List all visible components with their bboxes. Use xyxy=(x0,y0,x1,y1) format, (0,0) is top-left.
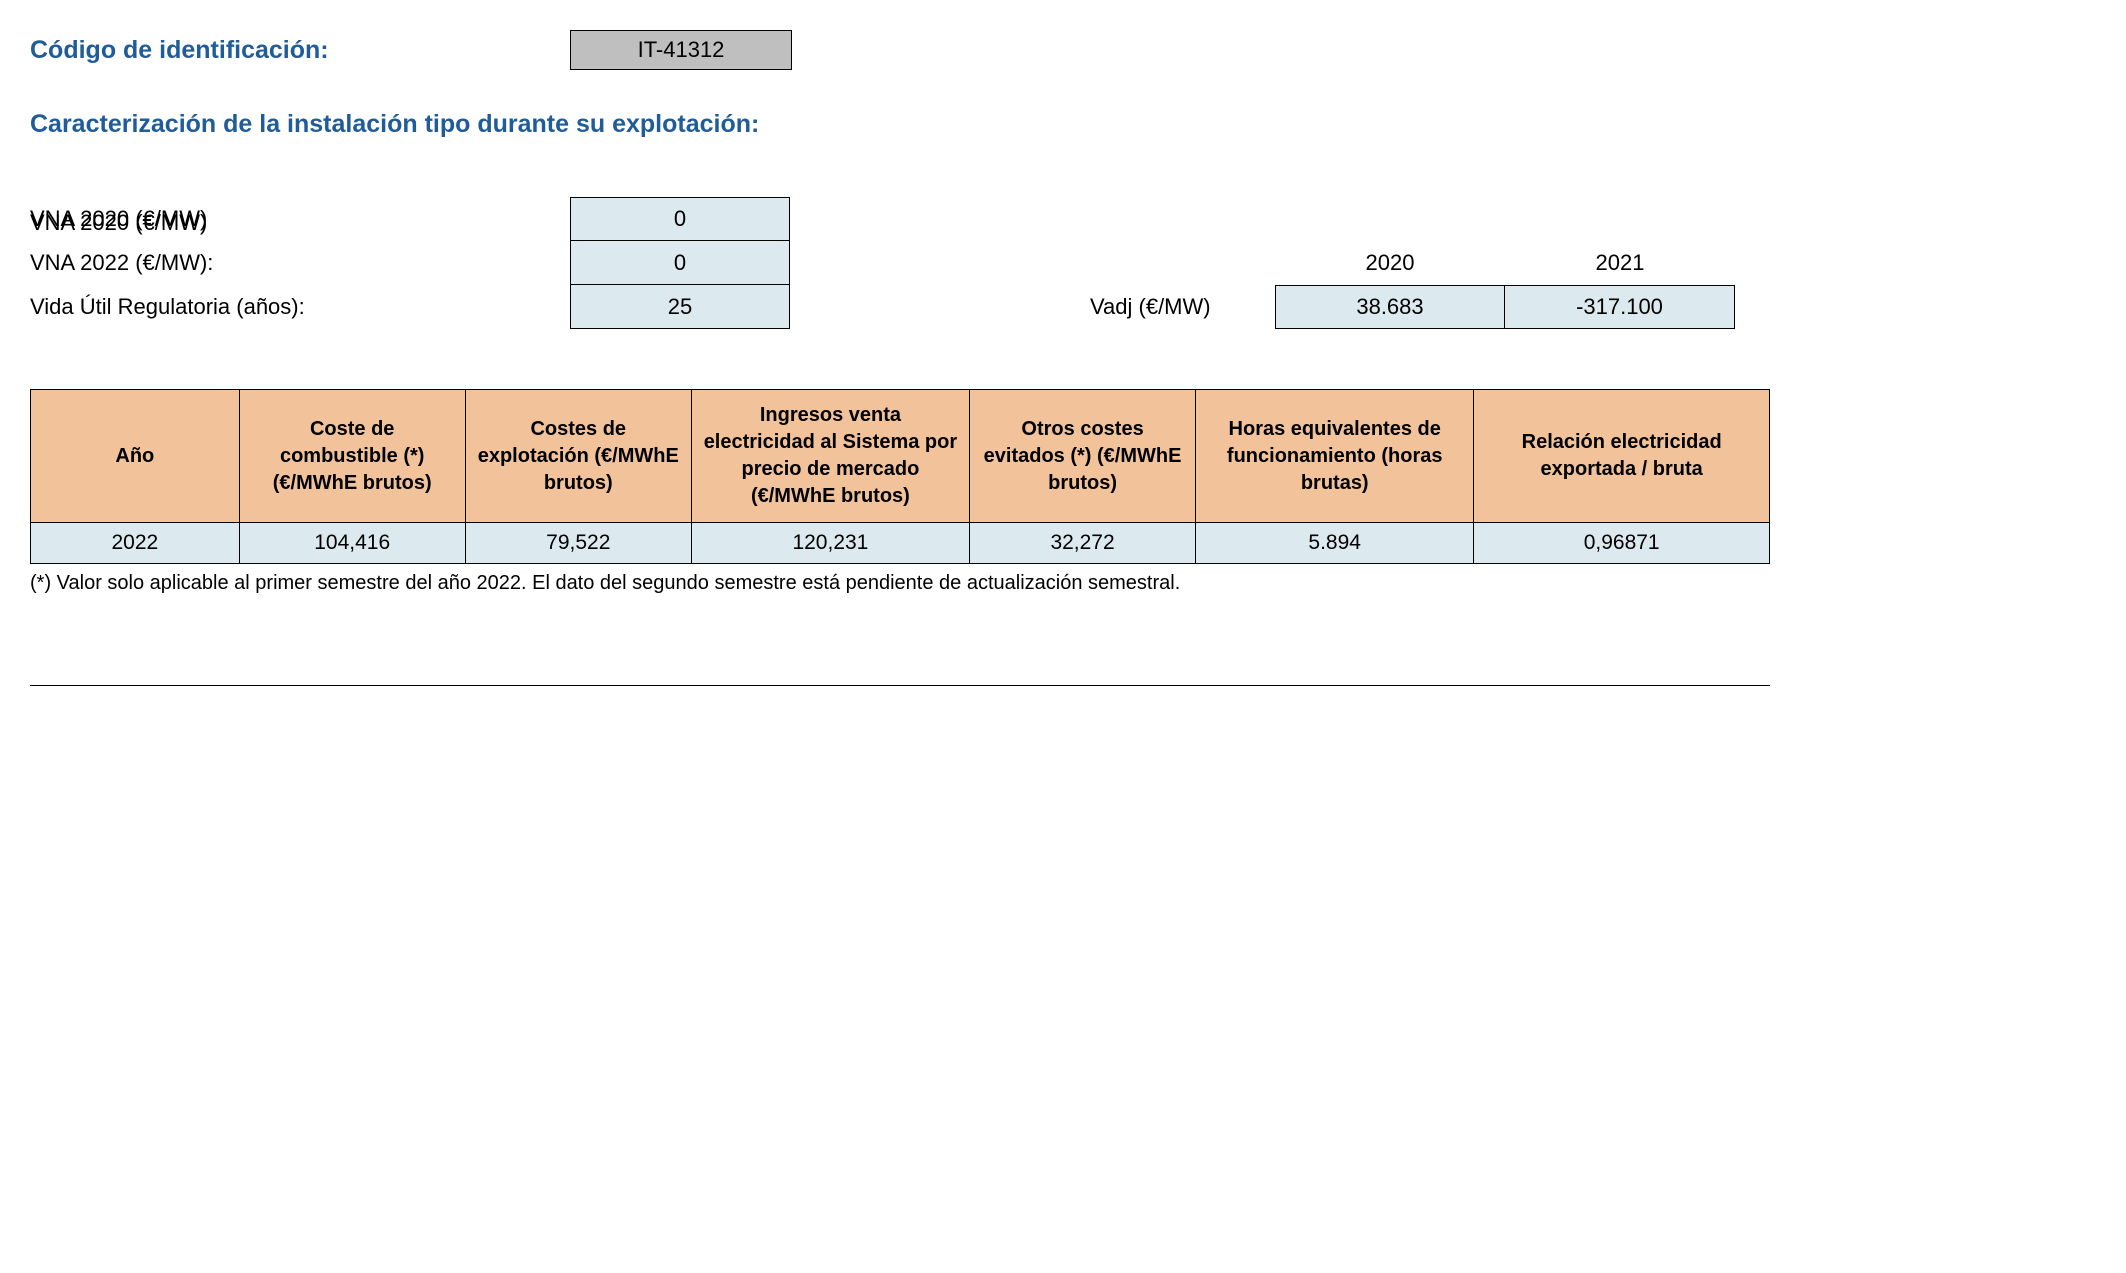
table-body: 2022 104,416 79,522 120,231 32,272 5.894… xyxy=(31,523,1770,564)
cell-costes-explotacion: 79,522 xyxy=(465,523,691,564)
vadj-label: Vadj (€/MW) xyxy=(1090,294,1275,320)
row-vida-util: Vida Útil Regulatoria (años): 25 xyxy=(30,285,790,329)
vida-util-label: Vida Útil Regulatoria (años): xyxy=(30,294,570,320)
id-label: Código de identificación: xyxy=(30,36,570,65)
th-ingresos-venta: Ingresos venta electricidad al Sistema p… xyxy=(691,390,969,523)
th-relacion: Relación electricidad exportada / bruta xyxy=(1474,390,1770,523)
vna2022-value: 0 xyxy=(570,241,790,285)
cell-coste-combustible: 104,416 xyxy=(239,523,465,564)
vna2020-label: VNA 2020 (€/MW) xyxy=(30,206,570,232)
th-horas-equiv: Horas equivalentes de funcionamiento (ho… xyxy=(1196,390,1474,523)
vadj-years-row: 2020 2021 xyxy=(1090,241,1735,285)
vadj-block: 2020 2021 Vadj (€/MW) 38.683 -317.100 xyxy=(1090,197,1735,329)
id-row: Código de identificación: IT-41312 xyxy=(30,30,2096,70)
cell-otros-costes: 32,272 xyxy=(970,523,1196,564)
cell-horas-equiv: 5.894 xyxy=(1196,523,1474,564)
vadj-values-row: Vadj (€/MW) 38.683 -317.100 xyxy=(1090,285,1735,329)
vna2022-label: VNA 2022 (€/MW): xyxy=(30,250,570,276)
id-value-box: IT-41312 xyxy=(570,30,792,70)
th-coste-combustible: Coste de combustible (*) (€/MWhE brutos) xyxy=(239,390,465,523)
main-table: Año Coste de combustible (*) (€/MWhE bru… xyxy=(30,389,1770,564)
vadj-val-2020: 38.683 xyxy=(1275,285,1505,329)
vadj-year-2021: 2021 xyxy=(1505,250,1735,276)
table-row: 2022 104,416 79,522 120,231 32,272 5.894… xyxy=(31,523,1770,564)
cell-relacion: 0,96871 xyxy=(1474,523,1770,564)
th-ano: Año xyxy=(31,390,240,523)
params-left-col: VNA 2020 (€/MW) 0 VNA 2022 (€/MW): 0 Vid… xyxy=(30,197,790,329)
th-otros-costes: Otros costes evitados (*) (€/MWhE brutos… xyxy=(970,390,1196,523)
th-costes-explotacion: Costes de explotación (€/MWhE brutos) xyxy=(465,390,691,523)
divider xyxy=(30,685,1770,686)
row-vna2020: VNA 2020 (€/MW) 0 xyxy=(30,197,790,241)
footnote: (*) Valor solo aplicable al primer semes… xyxy=(30,572,2096,595)
vadj-year-2020: 2020 xyxy=(1275,250,1505,276)
cell-ingresos-venta: 120,231 xyxy=(691,523,969,564)
cell-ano: 2022 xyxy=(31,523,240,564)
row-vna2022: VNA 2022 (€/MW): 0 xyxy=(30,241,790,285)
section-title: Caracterización de la instalación tipo d… xyxy=(30,110,2096,139)
vadj-val-2021: -317.100 xyxy=(1505,285,1735,329)
table-head: Año Coste de combustible (*) (€/MWhE bru… xyxy=(31,390,1770,523)
table-header-row: Año Coste de combustible (*) (€/MWhE bru… xyxy=(31,390,1770,523)
params-block: VNA 2020 (€/MW) 0 VNA 2022 (€/MW): 0 Vid… xyxy=(30,197,2096,329)
vida-util-value: 25 xyxy=(570,285,790,329)
vna2020-value: 0 xyxy=(570,197,790,241)
